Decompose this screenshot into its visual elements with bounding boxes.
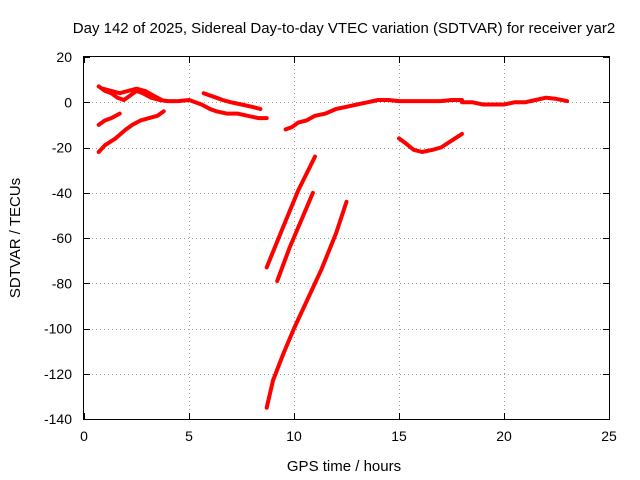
y-tick-label: -120	[44, 366, 72, 382]
series-arc-8	[397, 131, 464, 154]
y-tick-label: 20	[56, 49, 72, 65]
y-tick-label: -80	[52, 275, 72, 291]
x-tick-label: 20	[496, 428, 512, 444]
series-arc-2	[96, 111, 122, 127]
series-arc-3	[96, 84, 269, 121]
x-tick-label: 0	[80, 428, 88, 444]
y-tick-label: -40	[52, 185, 72, 201]
axis-ticks: 0 5 10 15 20 25 20 0 -20 -40 -60 -80 -100 -120 -140	[44, 49, 617, 444]
x-axis-label: GPS time / hours	[287, 458, 401, 475]
series-arc-7	[460, 95, 569, 107]
x-tick-label: 5	[185, 428, 193, 444]
y-tick-label: -60	[52, 230, 72, 246]
chart-title: Day 142 of 2025, Sidereal Day-to-day VTE…	[73, 20, 615, 37]
plot-frame	[83, 56, 610, 420]
y-tick-label: -100	[44, 321, 72, 337]
series-arc-6	[283, 98, 464, 132]
series-arc-10	[275, 190, 315, 283]
y-axis-label: SDTVAR / TECUs	[7, 178, 24, 298]
y-tick-label: 0	[64, 94, 72, 110]
y-tick-label: -140	[44, 411, 72, 427]
series-arc-5	[201, 91, 263, 111]
x-tick-label: 25	[601, 428, 617, 444]
x-tick-label: 10	[286, 428, 302, 444]
data-series	[96, 84, 569, 410]
x-tick-label: 15	[391, 428, 407, 444]
series-arc-4	[100, 86, 164, 102]
series-arc-9	[264, 154, 317, 270]
series-arc-11	[264, 199, 349, 410]
y-tick-label: -20	[52, 140, 72, 156]
series-arc-1	[96, 109, 166, 154]
